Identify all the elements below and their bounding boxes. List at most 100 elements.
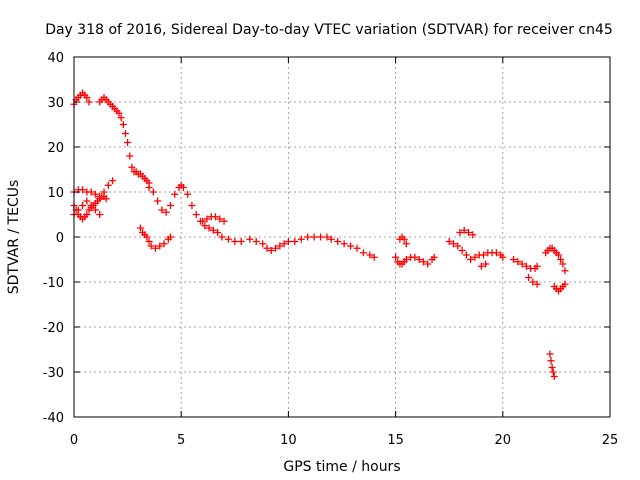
y-tick-label: -40: [43, 411, 64, 426]
data-point: [91, 206, 99, 214]
data-point: [83, 211, 91, 218]
data-point: [179, 184, 187, 191]
x-tick-label: 15: [387, 433, 404, 448]
data-point: [353, 244, 361, 252]
data-point: [124, 139, 132, 146]
data-point: [156, 242, 164, 250]
data-point: [430, 253, 438, 261]
data-point: [424, 260, 432, 268]
data-point: [205, 224, 213, 232]
data-point: [96, 211, 104, 218]
y-tick-label: 0: [56, 231, 64, 246]
data-point: [91, 190, 99, 198]
data-point: [480, 251, 488, 259]
data-point: [550, 373, 558, 380]
data-point: [85, 98, 93, 106]
y-tick-label: -10: [43, 276, 64, 291]
data-point: [555, 251, 563, 259]
data-point: [87, 202, 95, 209]
data-point: [366, 251, 374, 259]
data-point: [482, 260, 490, 268]
data-point: [522, 262, 530, 270]
data-point: [162, 208, 170, 216]
y-axis-label: SDTVAR / TECUs: [6, 180, 22, 295]
data-point: [199, 217, 207, 225]
data-point: [304, 233, 312, 241]
data-point: [231, 238, 239, 245]
data-point: [79, 186, 87, 194]
data-point: [128, 163, 136, 171]
y-tick-label: -30: [43, 366, 64, 381]
data-point: [525, 274, 533, 281]
x-tick-label: 5: [177, 433, 185, 448]
data-point: [166, 233, 174, 241]
data-point: [216, 215, 224, 223]
data-point: [203, 215, 211, 223]
data-point: [518, 260, 526, 268]
data-point: [121, 130, 129, 137]
data-point: [561, 267, 569, 275]
data-point: [533, 262, 541, 270]
data-point: [456, 229, 464, 236]
data-point: [246, 235, 254, 243]
x-tick-label: 0: [70, 433, 78, 448]
data-point: [334, 238, 342, 245]
data-point: [115, 109, 123, 117]
data-point: [347, 242, 355, 250]
data-point: [154, 197, 162, 205]
data-point: [415, 256, 423, 263]
data-point: [467, 256, 475, 263]
data-point: [477, 262, 485, 270]
data-point: [117, 114, 125, 122]
data-points: [70, 89, 569, 380]
data-point: [184, 190, 192, 198]
data-point: [548, 364, 556, 371]
data-point: [126, 152, 134, 160]
y-tick-label: 40: [47, 51, 64, 66]
data-point: [561, 280, 569, 288]
data-point: [212, 213, 220, 221]
data-point: [83, 197, 91, 205]
data-point: [158, 206, 166, 214]
data-point: [259, 240, 267, 248]
y-tick-label: 20: [47, 141, 64, 156]
data-point: [209, 226, 217, 234]
data-point: [201, 222, 209, 230]
data-point: [119, 121, 127, 128]
data-point: [546, 350, 554, 358]
data-point: [557, 256, 565, 263]
data-point: [276, 242, 284, 250]
data-point: [464, 229, 472, 236]
x-tick-label: 20: [495, 433, 512, 448]
data-point: [263, 244, 271, 252]
data-point: [147, 242, 155, 250]
data-point: [559, 260, 567, 268]
data-point: [220, 217, 228, 225]
y-tick-label: 10: [47, 186, 64, 201]
data-point: [310, 233, 318, 241]
chart-title: Day 318 of 2016, Sidereal Day-to-day VTE…: [45, 22, 613, 38]
data-point: [272, 244, 280, 252]
data-point: [145, 238, 153, 245]
data-point: [214, 229, 222, 236]
data-point: [74, 206, 82, 214]
data-point: [510, 256, 518, 263]
data-point: [267, 247, 275, 254]
data-point: [171, 190, 179, 198]
data-point: [160, 240, 168, 248]
data-point: [514, 258, 522, 266]
data-point: [460, 226, 468, 234]
data-point: [218, 233, 226, 241]
data-point: [469, 231, 477, 239]
data-point: [252, 238, 260, 245]
data-point: [402, 256, 410, 263]
data-point: [359, 249, 367, 257]
grid-lines: [74, 57, 610, 417]
data-point: [462, 251, 470, 259]
data-point: [166, 202, 174, 209]
data-point: [109, 177, 117, 185]
data-point: [547, 357, 555, 365]
data-point: [323, 233, 331, 241]
data-point: [471, 253, 479, 261]
